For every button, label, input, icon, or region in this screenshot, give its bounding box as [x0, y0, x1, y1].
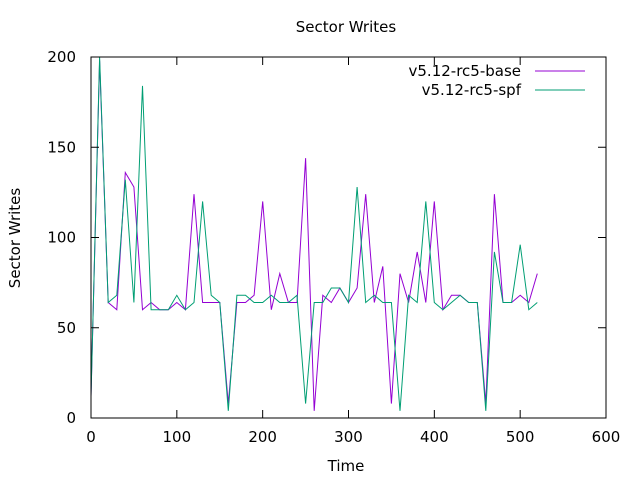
x-tick-label: 600	[592, 428, 621, 446]
y-tick-label: 100	[47, 229, 76, 247]
x-tick-label: 100	[163, 428, 192, 446]
ticks-layer: 0 100 200 300 400 500 600 0 50 100 150 200	[47, 48, 620, 446]
series-layer	[90, 56, 538, 411]
x-tick-label: 0	[86, 428, 96, 446]
series-line-2	[90, 56, 538, 411]
x-tick-label: 200	[248, 428, 277, 446]
y-tick-label: 200	[47, 48, 76, 66]
y-tick-label: 0	[66, 409, 76, 427]
y-tick-label: 50	[57, 319, 76, 337]
series-line-1	[90, 60, 538, 411]
x-axis-label: Time	[327, 457, 365, 475]
y-tick-label: 150	[47, 138, 76, 156]
x-tick-label: 300	[334, 428, 363, 446]
y-axis-label: Sector Writes	[6, 188, 24, 289]
x-tick-label: 500	[506, 428, 535, 446]
legend-label: v5.12-rc5-spf	[422, 81, 522, 99]
x-tick-label: 400	[420, 428, 449, 446]
plot-frame	[90, 56, 607, 419]
legend-label: v5.12-rc5-base	[409, 62, 522, 80]
chart-title: Sector Writes	[296, 18, 397, 36]
